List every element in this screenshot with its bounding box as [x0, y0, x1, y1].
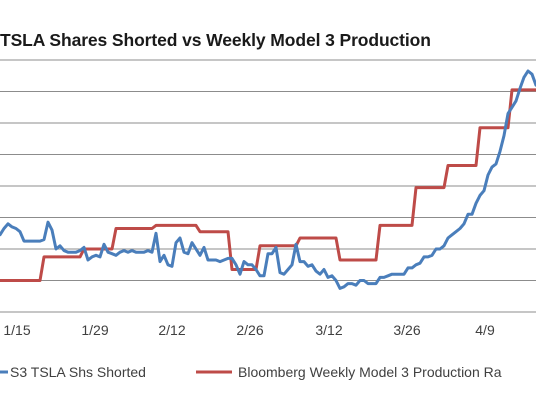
- legend: S3 TSLA Shs Shorted Bloomberg Weekly Mode…: [0, 364, 502, 380]
- x-tick-label: 1/15: [3, 322, 30, 338]
- series-layer: [0, 69, 536, 290]
- chart-title: TSLA Shares Shorted vs Weekly Model 3 Pr…: [0, 30, 431, 50]
- series-line-production-rate: [0, 88, 536, 282]
- x-tick-label: 3/26: [393, 322, 420, 338]
- x-tick-label: 1/29: [81, 322, 108, 338]
- x-tick-label: 2/26: [236, 322, 263, 338]
- series-line-shares-shorted: [0, 69, 536, 290]
- legend-label-production-rate: Bloomberg Weekly Model 3 Production Ra: [238, 364, 502, 380]
- x-tick-label: 2/12: [158, 322, 185, 338]
- x-tick-label: 3/12: [315, 322, 342, 338]
- gridlines: [0, 59, 536, 313]
- x-tick-label: 4/9: [475, 322, 495, 338]
- legend-label-shares-shorted: S3 TSLA Shs Shorted: [10, 364, 146, 380]
- x-axis-ticks: 1/15 1/29 2/12 2/26 3/12 3/26 4/9: [3, 322, 495, 338]
